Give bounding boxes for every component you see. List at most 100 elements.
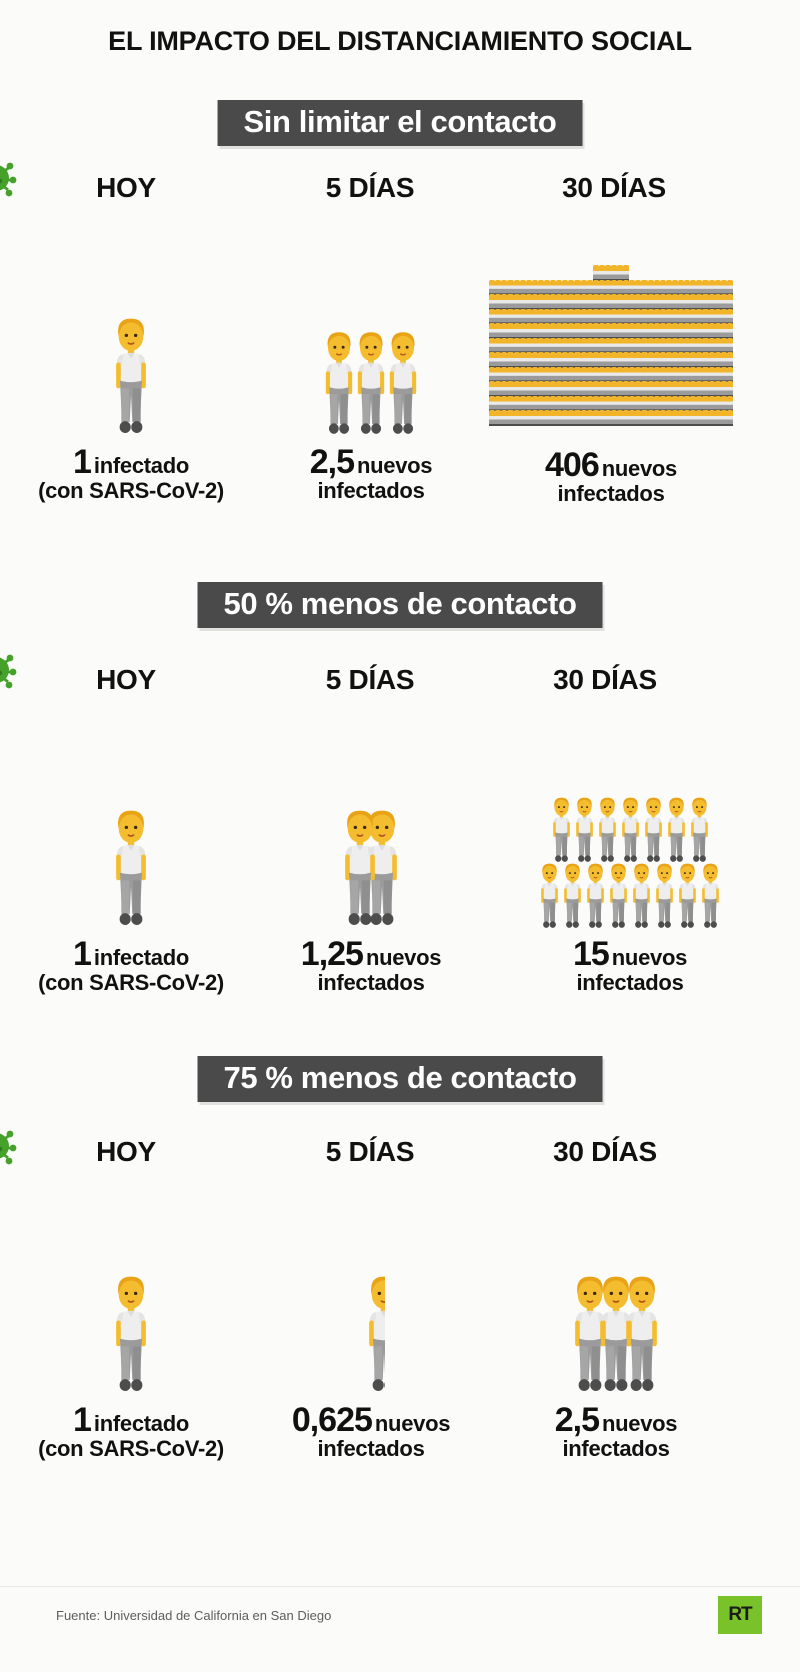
- person-standing-icon: [562, 395, 569, 411]
- value-number: 1: [72, 443, 92, 481]
- cell-s3-hoy: 1 infectado (con SARS-CoV-2): [36, 1248, 226, 1460]
- figure-row: [486, 279, 736, 295]
- person-standing-icon: [673, 862, 702, 932]
- figure-row: [486, 352, 736, 368]
- person-standing-icon: [629, 381, 636, 397]
- person-standing-icon: [659, 337, 666, 353]
- person-standing-icon: [641, 410, 648, 426]
- person-standing-icon: [720, 352, 727, 368]
- person-standing-icon: [714, 323, 721, 339]
- person-standing-icon: [580, 381, 587, 397]
- person-standing-icon: [629, 366, 636, 382]
- person-standing-icon: [562, 337, 569, 353]
- person-standing-icon: [570, 796, 599, 866]
- person-standing-icon: [696, 308, 703, 324]
- person-standing-icon: [598, 323, 605, 339]
- person-standing-icon: [537, 410, 544, 426]
- person-standing-icon: [641, 337, 648, 353]
- person-standing-icon: [568, 337, 575, 353]
- person-standing-icon: [641, 279, 648, 295]
- person-standing-icon: [574, 308, 581, 324]
- person-standing-icon: [562, 294, 569, 310]
- person-standing-icon: [598, 308, 605, 324]
- column-header-hoy-1: HOY: [96, 172, 156, 203]
- cell-s2-30dias: 15 nuevos infectados: [520, 777, 740, 994]
- person-standing-icon: [684, 337, 691, 353]
- person-standing-icon: [696, 337, 703, 353]
- person-standing-icon: [586, 366, 593, 382]
- person-standing-icon: [647, 337, 654, 353]
- person-standing-icon: [489, 352, 496, 368]
- person-standing-icon: [702, 366, 709, 382]
- person-standing-icon: [653, 279, 660, 295]
- person-standing-icon: [684, 352, 691, 368]
- person-standing-icon: [562, 352, 569, 368]
- person-standing-icon: [684, 395, 691, 411]
- person-standing-icon: [525, 395, 532, 411]
- section-banner-1: Sin limitar el contacto: [217, 100, 583, 146]
- person-standing-icon: [501, 395, 508, 411]
- value-sub: infectados: [557, 480, 665, 506]
- person-standing-icon: [495, 410, 502, 426]
- person-standing-icon: [604, 410, 611, 426]
- person-standing-icon: [550, 381, 557, 397]
- person-standing-icon: [708, 294, 715, 310]
- person-standing-icon: [690, 337, 697, 353]
- person-standing-icon: [617, 366, 624, 382]
- value-unit: infectado: [93, 945, 189, 970]
- person-standing-icon: [348, 330, 394, 440]
- person-standing-icon: [598, 381, 605, 397]
- person-standing-icon: [684, 308, 691, 324]
- person-standing-icon: [714, 366, 721, 382]
- person-standing-icon: [562, 308, 569, 324]
- person-standing-icon: [623, 410, 630, 426]
- person-standing-icon: [547, 796, 576, 866]
- person-standing-icon: [537, 381, 544, 397]
- person-standing-icon: [647, 294, 654, 310]
- person-standing-icon: [556, 395, 563, 411]
- person-standing-icon: [702, 308, 709, 324]
- person-standing-icon: [635, 337, 642, 353]
- column-header-30dias-3: 30 DÍAS: [553, 1136, 657, 1167]
- value-number: 406: [545, 446, 600, 484]
- person-standing-icon: [604, 366, 611, 382]
- person-standing-icon: [623, 381, 630, 397]
- person-standing-icon: [580, 294, 587, 310]
- person-standing-icon: [678, 323, 685, 339]
- person-standing-icon: [543, 410, 551, 426]
- person-standing-icon: [604, 294, 611, 310]
- person-standing-icon: [702, 352, 709, 368]
- person-standing-icon: [543, 308, 551, 324]
- person-standing-icon: [671, 395, 679, 411]
- person-standing-icon: [665, 352, 672, 368]
- person-standing-icon: [617, 294, 624, 310]
- value-unit: nuevos: [374, 1411, 451, 1436]
- person-standing-icon: [635, 323, 642, 339]
- figure-row: [486, 395, 736, 411]
- person-standing-icon: [558, 862, 587, 932]
- person-standing-icon: [665, 294, 672, 310]
- person-standing-icon: [316, 330, 362, 440]
- person-standing-icon: [671, 279, 679, 295]
- person-standing-icon: [659, 395, 666, 411]
- person-standing-icon: [671, 410, 679, 426]
- value-unit: infectado: [93, 1411, 189, 1436]
- person-standing-icon: [659, 410, 666, 426]
- person-standing-icon: [586, 381, 593, 397]
- value-unit: infectado: [93, 453, 189, 478]
- person-standing-icon: [489, 294, 496, 310]
- person-standing-icon: [501, 279, 508, 295]
- person-standing-icon: [684, 410, 691, 426]
- person-standing-icon: [641, 366, 648, 382]
- person-standing-icon: [574, 323, 581, 339]
- cell-s1-30dias: 406 nuevos infectados: [486, 265, 736, 505]
- person-standing-icon: [671, 366, 679, 382]
- person-standing-icon: [684, 294, 691, 310]
- person-standing-icon: [641, 352, 648, 368]
- person-standing-icon: [501, 366, 508, 382]
- person-standing-icon: [531, 279, 538, 295]
- person-standing-icon: [489, 308, 496, 324]
- value-unit: nuevos: [602, 1411, 678, 1436]
- person-standing-icon: [574, 294, 581, 310]
